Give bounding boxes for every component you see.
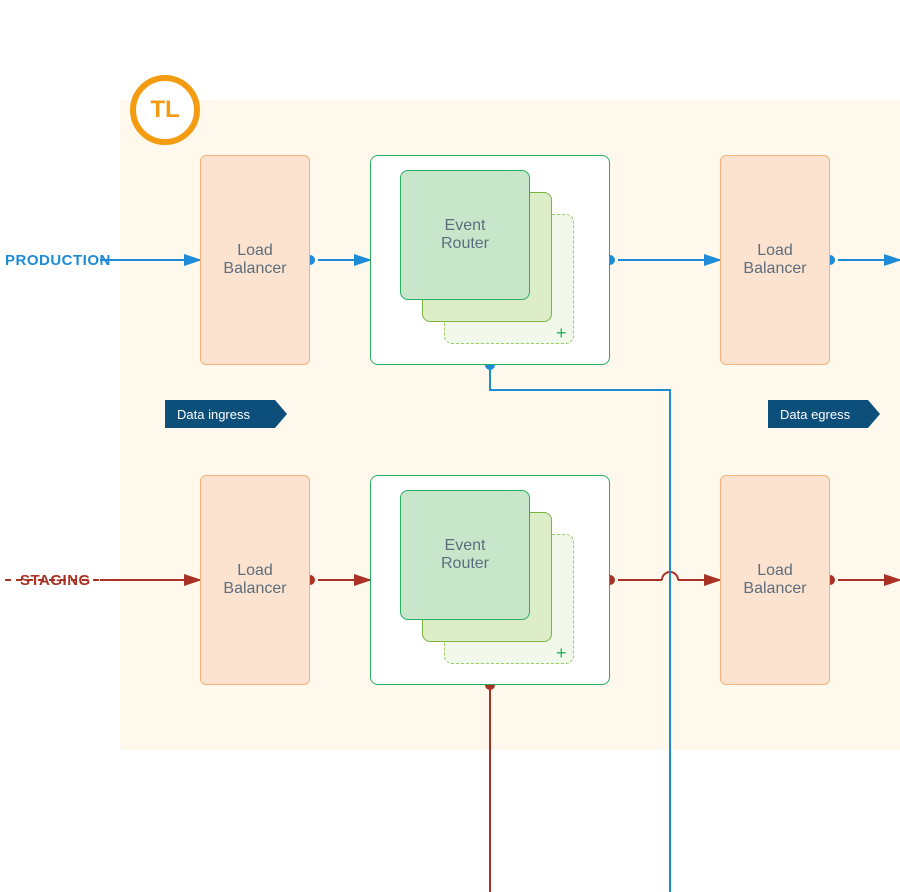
event-router-label-stag: EventRouter: [441, 537, 489, 573]
data-egress-text: Data egress: [780, 407, 850, 422]
event-router-card-front-prod: EventRouter: [400, 170, 530, 300]
load-balancer-prod-in: LoadBalancer: [200, 155, 310, 365]
event-router-label-prod: EventRouter: [441, 217, 489, 253]
tl-badge: TL: [130, 75, 200, 145]
production-label-text: PRODUCTION: [5, 252, 111, 269]
load-balancer-stag-out: LoadBalancer: [720, 475, 830, 685]
data-ingress-tag: Data ingress: [165, 400, 275, 428]
load-balancer-prod-out: LoadBalancer: [720, 155, 830, 365]
tl-badge-text: TL: [150, 96, 179, 124]
staging-label-text: STAGING: [20, 572, 91, 589]
load-balancer-stag-in: LoadBalancer: [200, 475, 310, 685]
staging-label: STAGING: [20, 572, 91, 589]
event-router-card-front-stag: EventRouter: [400, 490, 530, 620]
plus-icon-prod: +: [556, 324, 567, 342]
production-label: PRODUCTION: [5, 252, 111, 269]
data-egress-tag: Data egress: [768, 400, 868, 428]
data-ingress-text: Data ingress: [177, 407, 250, 422]
plus-icon-stag: +: [556, 644, 567, 662]
diagram-stage: TL PRODUCTION STAGING LoadBalancer LoadB…: [0, 0, 900, 892]
